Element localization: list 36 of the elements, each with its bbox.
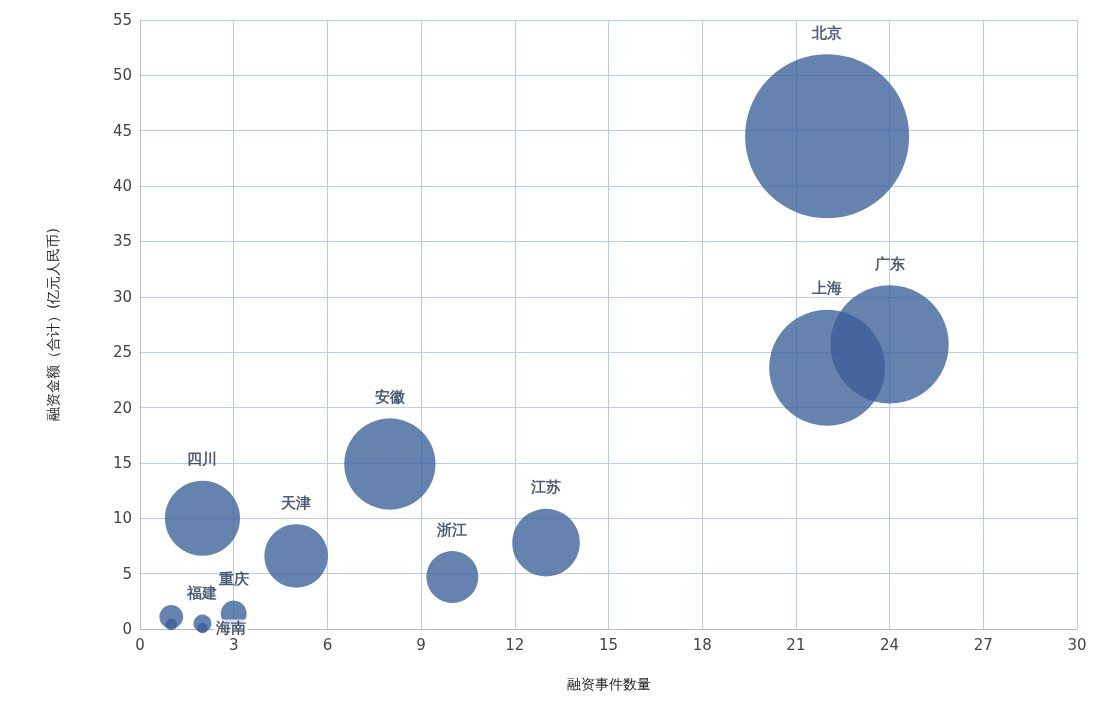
y-tick-label: 5 xyxy=(122,564,132,583)
data-label: 四川 xyxy=(187,450,218,469)
x-tick-label: 21 xyxy=(786,635,806,654)
y-tick-label: 10 xyxy=(112,509,132,528)
y-tick-label: 50 xyxy=(112,66,132,85)
data-label: 上海 xyxy=(811,279,843,298)
data-label: 北京 xyxy=(811,23,843,42)
data-label: 广东 xyxy=(873,254,905,273)
x-tick-label: 30 xyxy=(1067,635,1087,654)
y-tick-label: 30 xyxy=(112,287,132,306)
data-label: 福建 xyxy=(186,583,218,602)
y-tick-label: 45 xyxy=(112,121,132,140)
y-tick-label: 55 xyxy=(112,11,132,29)
x-tick-label: 27 xyxy=(973,635,993,654)
x-tick-label: 3 xyxy=(228,635,239,654)
data-label: 浙江 xyxy=(436,520,468,539)
x-tick-label: 15 xyxy=(598,635,619,654)
y-tick-label: 15 xyxy=(112,453,132,472)
data-label: 江苏 xyxy=(530,478,562,497)
y-tick-label: 20 xyxy=(112,398,132,417)
data-label: 重庆 xyxy=(217,570,249,589)
data-label: 天津 xyxy=(280,493,312,512)
x-tick-label: 6 xyxy=(322,635,333,654)
x-axis-title: 融资事件数量 xyxy=(566,676,651,692)
y-axis-title: 融资金额（合计）(亿元人民币) xyxy=(45,228,61,421)
x-tick-label: 18 xyxy=(692,635,712,654)
y-tick-label: 40 xyxy=(112,177,132,196)
x-tick-label: 12 xyxy=(505,635,525,654)
data-label: 海南 xyxy=(214,618,246,637)
x-tick-label: 24 xyxy=(880,635,900,654)
x-tick-label: 9 xyxy=(416,635,426,654)
y-tick-label: 35 xyxy=(112,232,132,251)
data-label: 安徽 xyxy=(374,387,406,406)
y-tick-label: 25 xyxy=(112,343,132,362)
x-tick-label: 0 xyxy=(135,635,145,654)
y-tick-label: 0 xyxy=(122,620,132,638)
